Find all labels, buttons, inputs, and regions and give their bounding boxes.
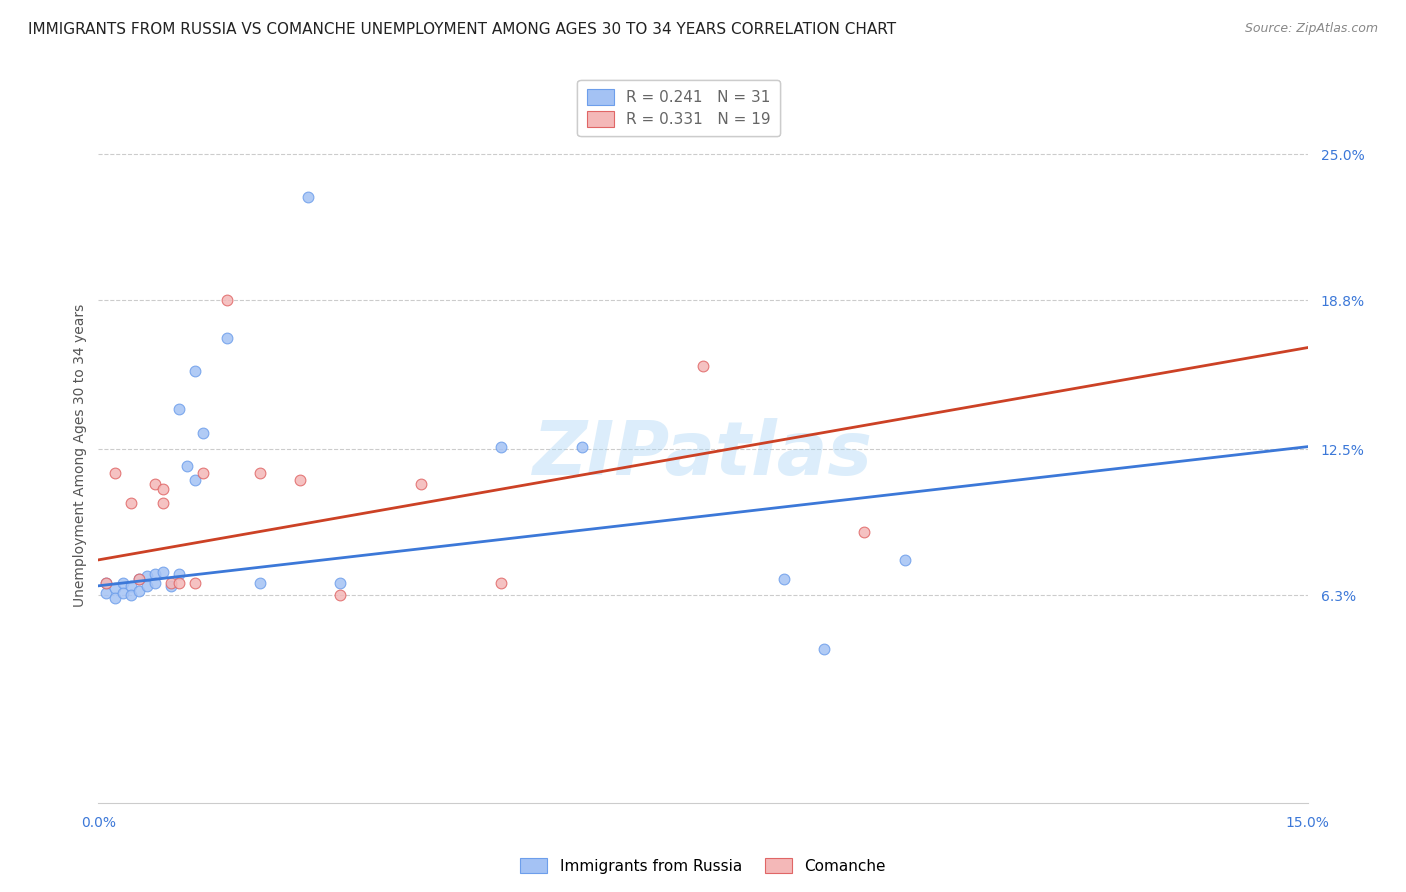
Point — [96, 586, 118, 600]
Point — [120, 496, 142, 510]
Point — [152, 565, 174, 579]
Point — [135, 569, 157, 583]
Point — [96, 576, 118, 591]
Point — [491, 576, 513, 591]
Point — [813, 642, 835, 657]
Point — [120, 579, 142, 593]
Point — [217, 293, 239, 308]
Point — [297, 189, 319, 203]
Point — [409, 477, 432, 491]
Point — [152, 482, 174, 496]
Point — [103, 591, 125, 605]
Point — [167, 567, 190, 582]
Text: IMMIGRANTS FROM RUSSIA VS COMANCHE UNEMPLOYMENT AMONG AGES 30 TO 34 YEARS CORREL: IMMIGRANTS FROM RUSSIA VS COMANCHE UNEMP… — [28, 22, 896, 37]
Point — [103, 466, 125, 480]
Point — [288, 473, 311, 487]
Point — [772, 572, 794, 586]
Point — [853, 524, 876, 539]
Point — [135, 579, 157, 593]
Point — [152, 496, 174, 510]
Point — [120, 588, 142, 602]
Point — [176, 458, 198, 473]
Point — [103, 581, 125, 595]
Point — [96, 576, 118, 591]
Point — [329, 576, 352, 591]
Text: ZIPatlas: ZIPatlas — [533, 418, 873, 491]
Text: Source: ZipAtlas.com: Source: ZipAtlas.com — [1244, 22, 1378, 36]
Point — [128, 572, 150, 586]
Point — [128, 583, 150, 598]
Point — [128, 572, 150, 586]
Point — [111, 586, 134, 600]
Point — [184, 473, 207, 487]
Point — [893, 553, 915, 567]
Point — [571, 440, 593, 454]
Point — [167, 401, 190, 416]
Point — [249, 576, 271, 591]
Point — [491, 440, 513, 454]
Point — [160, 579, 183, 593]
Point — [329, 588, 352, 602]
Point — [193, 425, 215, 440]
Point — [184, 576, 207, 591]
Point — [143, 567, 166, 582]
Y-axis label: Unemployment Among Ages 30 to 34 years: Unemployment Among Ages 30 to 34 years — [73, 303, 87, 607]
Point — [193, 466, 215, 480]
Point — [184, 364, 207, 378]
Point — [143, 477, 166, 491]
Point — [160, 576, 183, 591]
Point — [692, 359, 714, 374]
Point — [111, 576, 134, 591]
Point — [249, 466, 271, 480]
Point — [167, 576, 190, 591]
Legend: Immigrants from Russia, Comanche: Immigrants from Russia, Comanche — [513, 852, 893, 880]
Point — [143, 576, 166, 591]
Point — [217, 331, 239, 345]
Legend: R = 0.241   N = 31, R = 0.331   N = 19: R = 0.241 N = 31, R = 0.331 N = 19 — [578, 80, 780, 136]
